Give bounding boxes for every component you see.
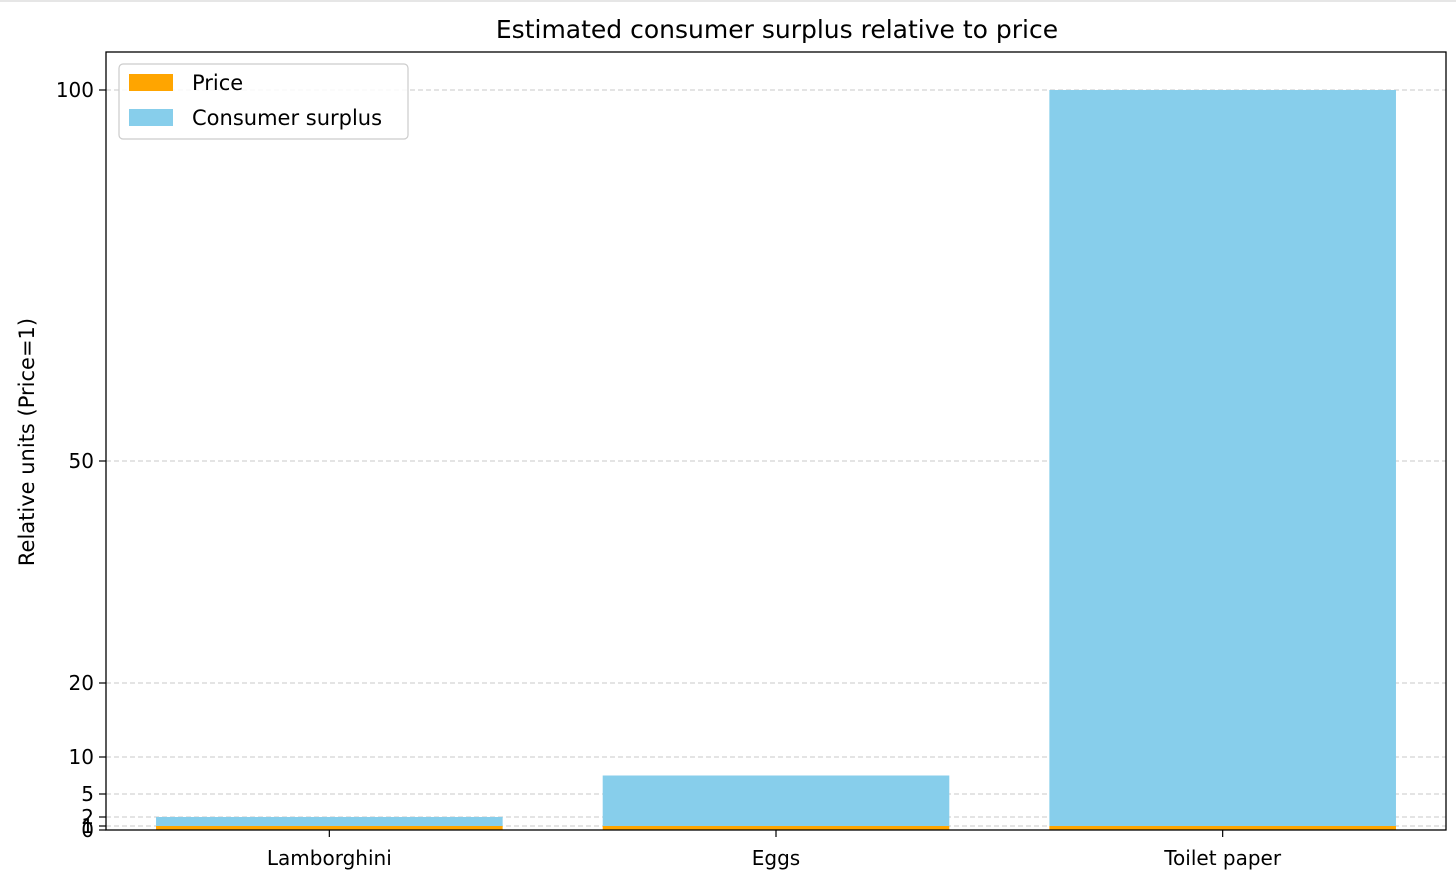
bar-price — [156, 826, 503, 830]
legend-box — [118, 63, 409, 140]
legend-swatch — [129, 109, 173, 126]
x-tick-label: Toilet paper — [1163, 846, 1282, 870]
window-top-border — [0, 0, 1456, 2]
y-tick-label: 0 — [81, 818, 94, 842]
x-tick-label: Eggs — [752, 846, 800, 870]
chart-title: Estimated consumer surplus relative to p… — [496, 15, 1058, 44]
y-tick-label: 100 — [56, 78, 94, 102]
y-tick-label: 50 — [69, 449, 94, 473]
bar-consumer-surplus — [1049, 90, 1396, 826]
legend: Price Consumer surplus — [118, 63, 409, 140]
bar-consumer-surplus — [602, 775, 950, 826]
y-tick-label: 1 — [81, 814, 94, 838]
bar-price — [602, 826, 950, 830]
y-axis-label: Relative units (Price=1) — [15, 318, 39, 566]
legend-swatch — [129, 74, 173, 91]
y-tick-label: 20 — [69, 671, 94, 695]
bar-consumer-surplus — [156, 817, 503, 826]
legend-label: Price — [192, 71, 243, 95]
legend-label: Consumer surplus — [192, 106, 382, 130]
y-tick-label: 5 — [81, 782, 94, 806]
y-tick-label: 10 — [69, 745, 94, 769]
y-tick-label: 2 — [81, 805, 94, 829]
bar-price — [1049, 826, 1396, 830]
bars — [156, 90, 1396, 830]
x-tick-label: Lamborghini — [267, 846, 392, 870]
